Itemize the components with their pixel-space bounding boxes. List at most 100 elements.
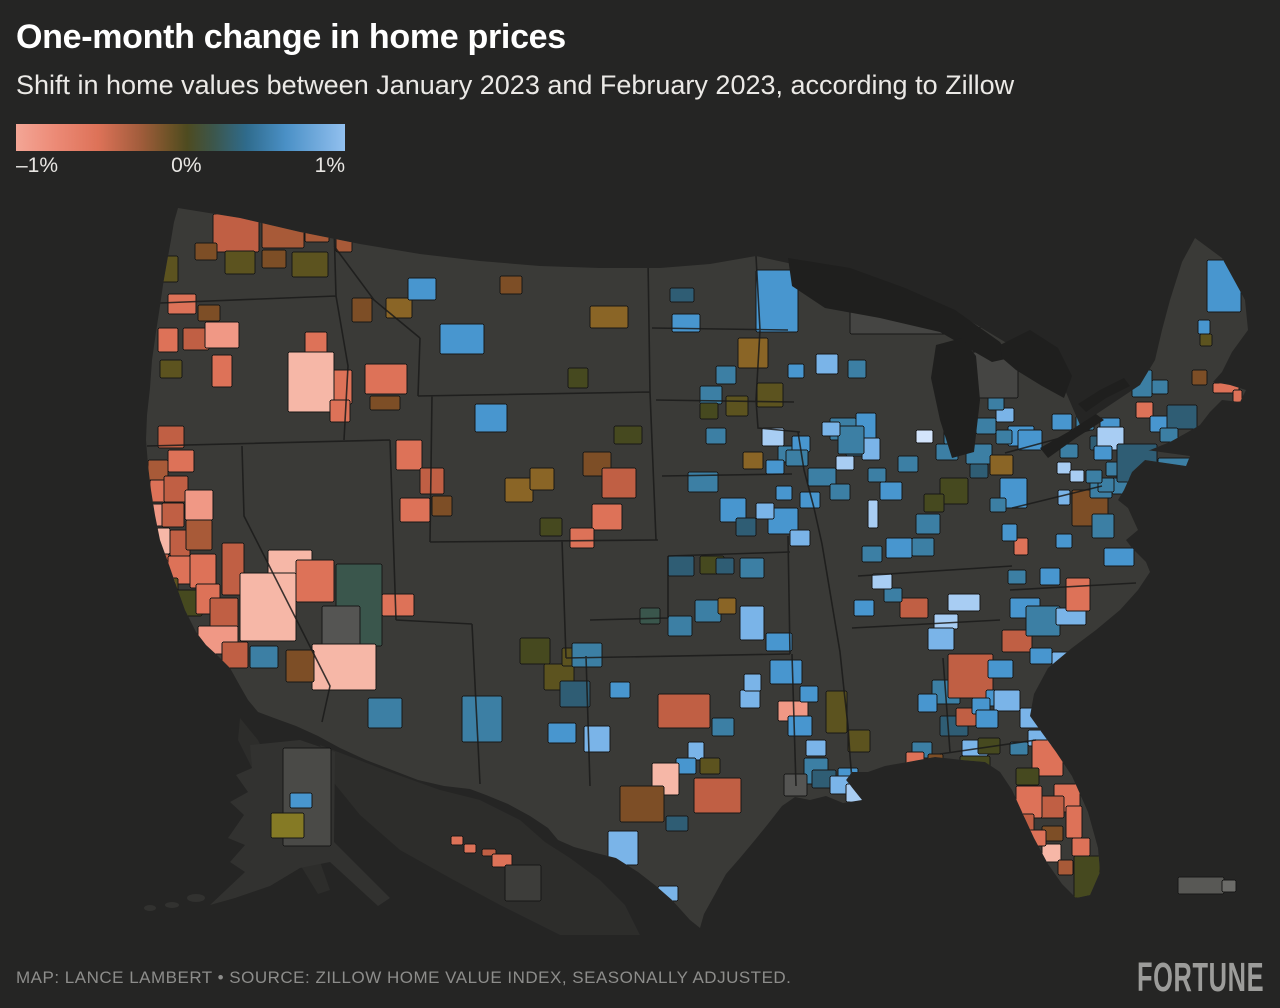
metro-patch — [329, 399, 351, 423]
metro-patch — [589, 305, 629, 329]
metro-patch — [699, 757, 721, 775]
metro-patch — [1015, 767, 1040, 786]
metro-patch — [789, 529, 811, 547]
metro-patch — [351, 297, 373, 323]
metro-patch — [450, 835, 464, 846]
metro-patch — [1013, 537, 1029, 556]
metro-patch — [499, 275, 523, 295]
metro-patch — [1085, 469, 1103, 484]
metro-patch — [989, 497, 1007, 513]
metro-patch — [1071, 837, 1091, 857]
metro-patch — [995, 407, 1015, 423]
metro-patch — [1057, 859, 1074, 876]
metro-patch — [927, 627, 955, 651]
metro-patch — [159, 359, 183, 379]
metro-patch — [289, 792, 313, 809]
chart-header: One-month change in home prices Shift in… — [16, 18, 1014, 101]
metro-patch — [761, 427, 785, 447]
metro-patch — [885, 537, 913, 559]
metro-patch — [737, 337, 769, 369]
metro-patch — [687, 741, 705, 761]
metro-patch — [879, 481, 903, 501]
metro-patch — [529, 467, 555, 491]
metro-patch — [270, 812, 305, 839]
inset-patches-layer — [270, 747, 1237, 902]
metro-patch — [693, 777, 742, 814]
metro-patch — [221, 208, 263, 214]
metro-patch — [221, 542, 245, 596]
metro-patch — [613, 425, 643, 445]
metro-patch — [987, 659, 1014, 679]
metro-patch — [197, 304, 221, 322]
metro-patch — [995, 429, 1013, 445]
metro-patch — [212, 213, 260, 253]
metro-patch — [1177, 876, 1225, 895]
metro-patch — [993, 689, 1021, 712]
fortune-logo: FORTUNE — [1136, 954, 1264, 1000]
metro-patch — [915, 429, 934, 444]
metro-patch — [157, 577, 179, 596]
metro-patch — [559, 680, 591, 708]
metro-patch — [1091, 513, 1115, 539]
legend-tick-min: –1% — [16, 154, 59, 177]
metro-patch — [1065, 577, 1091, 612]
metro-patch — [719, 497, 747, 523]
metro-patch — [1157, 457, 1201, 472]
metro-patch — [939, 477, 969, 505]
metro-patch — [989, 454, 1014, 476]
metro-patch — [1206, 259, 1242, 313]
metro-patch — [419, 467, 445, 495]
metro-patch — [739, 557, 765, 579]
metro-patch — [787, 363, 805, 379]
metro-patch — [431, 495, 453, 517]
metro-patch — [609, 681, 631, 699]
metro-patch — [711, 717, 735, 737]
metro-patch — [1029, 647, 1053, 665]
metro-patch — [185, 519, 213, 551]
metro-patch — [1039, 567, 1061, 586]
metro-patch — [569, 527, 595, 549]
metro-patch — [845, 783, 873, 803]
metro-patch — [504, 864, 542, 902]
metro-patch — [211, 354, 233, 388]
metro-patch — [583, 725, 611, 753]
metro-patch — [805, 739, 827, 757]
metro-patch — [463, 843, 477, 854]
metro-patch — [835, 455, 855, 471]
lake-michigan — [931, 338, 980, 458]
metro-patch — [335, 223, 353, 253]
metro-patch — [161, 502, 185, 528]
metro-patch — [715, 365, 737, 385]
metro-patch — [765, 459, 785, 475]
legend-tick-labels: –1% 0% 1% — [16, 154, 345, 178]
metro-patch — [815, 353, 839, 375]
metro-patch — [897, 455, 919, 473]
metro-patch — [1007, 569, 1027, 585]
metro-patch — [287, 351, 335, 413]
metro-patch — [837, 425, 865, 455]
metro-patch — [591, 503, 623, 531]
chart-footer: MAP: LANCE LAMBERT • SOURCE: ZILLOW HOME… — [16, 954, 1264, 1001]
metro-patch — [657, 693, 711, 729]
legend-tick-max: 1% — [314, 154, 345, 177]
metro-patch — [619, 785, 665, 823]
metro-patch — [765, 632, 793, 652]
metro-patch — [767, 507, 799, 535]
lake-superior — [788, 258, 1010, 362]
metro-patch — [156, 527, 171, 555]
metro-patch — [161, 255, 179, 283]
metro-patch — [665, 815, 689, 832]
metro-patch — [157, 425, 185, 449]
metro-patch — [739, 689, 761, 709]
metro-patches-layer — [147, 208, 1243, 902]
metro-patch — [861, 545, 883, 563]
source-credit: MAP: LANCE LAMBERT • SOURCE: ZILLOW HOME… — [16, 967, 792, 987]
metro-patch — [1027, 829, 1047, 847]
metro-patch — [1056, 461, 1072, 475]
metro-patch — [975, 709, 999, 729]
metro-patch — [285, 649, 315, 683]
metro-patch — [1051, 413, 1073, 431]
metro-patch — [1015, 785, 1043, 819]
metro-patch — [867, 467, 887, 483]
metro-patch — [807, 467, 837, 487]
